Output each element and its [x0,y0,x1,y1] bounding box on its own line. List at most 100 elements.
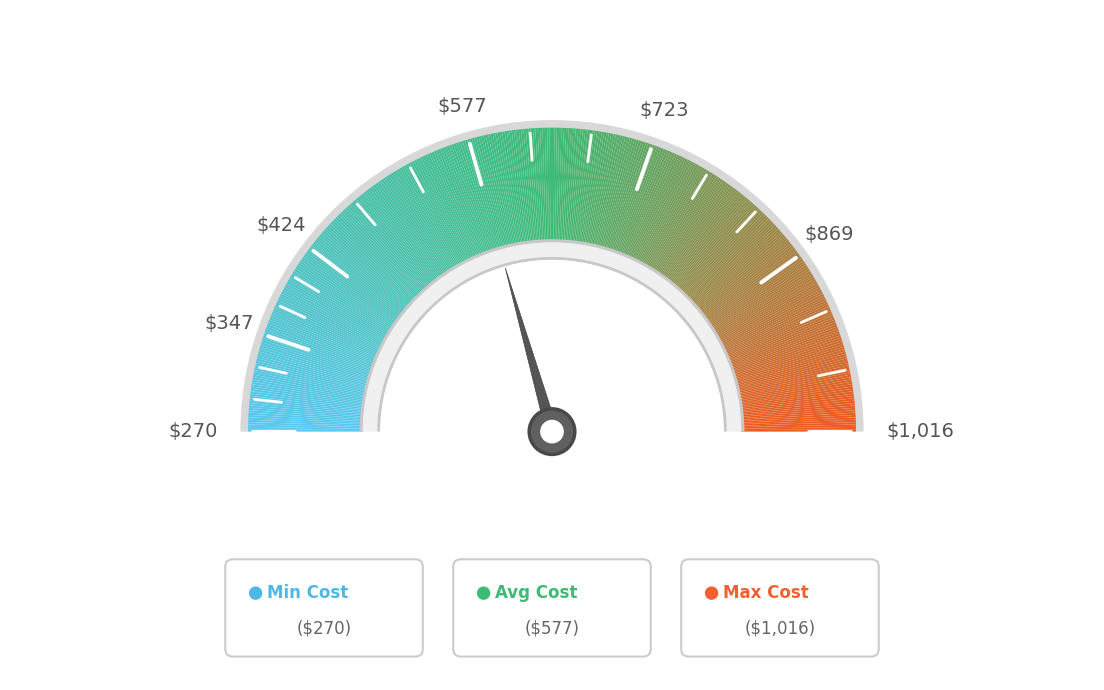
Wedge shape [724,306,830,355]
Wedge shape [330,221,415,303]
Wedge shape [410,162,465,265]
Wedge shape [333,219,417,300]
Wedge shape [652,175,716,273]
Wedge shape [728,322,837,365]
Wedge shape [655,176,719,274]
Wedge shape [644,166,702,268]
Wedge shape [548,128,551,243]
Wedge shape [251,391,365,408]
Wedge shape [709,263,806,328]
Wedge shape [277,300,382,351]
Wedge shape [378,181,445,277]
Wedge shape [716,283,818,341]
Wedge shape [495,132,518,246]
Wedge shape [488,134,513,248]
Wedge shape [266,326,375,368]
Wedge shape [583,132,604,246]
Wedge shape [596,136,625,248]
Wedge shape [582,131,602,246]
Wedge shape [323,229,412,307]
Wedge shape [336,217,418,299]
Wedge shape [697,236,786,311]
Circle shape [477,586,490,600]
Wedge shape [736,368,850,393]
Wedge shape [365,190,437,283]
Text: $1,016: $1,016 [887,422,954,441]
Wedge shape [429,152,477,259]
Wedge shape [598,137,630,250]
Wedge shape [679,207,758,293]
Wedge shape [509,130,527,245]
Wedge shape [248,417,363,424]
Wedge shape [710,265,807,329]
Wedge shape [284,287,386,344]
Wedge shape [362,193,435,284]
Wedge shape [416,159,469,263]
Circle shape [529,409,575,455]
Wedge shape [456,143,493,253]
Wedge shape [454,144,492,253]
Wedge shape [327,226,414,305]
Wedge shape [729,324,837,366]
Wedge shape [562,128,571,244]
Wedge shape [586,132,609,246]
Wedge shape [523,129,535,244]
Wedge shape [250,398,364,413]
Wedge shape [252,382,367,402]
Wedge shape [649,171,711,271]
Wedge shape [739,391,853,408]
Wedge shape [290,275,391,336]
Wedge shape [675,201,751,289]
Wedge shape [741,424,856,428]
Wedge shape [275,304,381,354]
Wedge shape [449,145,489,255]
Wedge shape [584,132,606,246]
Wedge shape [740,401,854,414]
Wedge shape [438,149,482,257]
Wedge shape [388,175,452,273]
Wedge shape [641,164,699,266]
Wedge shape [445,146,487,255]
Wedge shape [740,413,856,422]
Wedge shape [611,143,648,253]
Wedge shape [692,229,781,307]
Wedge shape [661,184,731,279]
Wedge shape [528,128,539,244]
Wedge shape [573,130,587,244]
Wedge shape [251,386,365,405]
Wedge shape [613,144,652,254]
Wedge shape [715,281,817,339]
Wedge shape [741,422,856,427]
Wedge shape [414,159,468,264]
Wedge shape [545,128,549,243]
Text: $424: $424 [256,217,306,235]
Wedge shape [283,289,385,345]
Wedge shape [699,241,790,315]
Wedge shape [703,251,798,321]
Wedge shape [686,217,768,299]
Wedge shape [707,259,804,326]
Wedge shape [552,128,554,243]
Wedge shape [730,331,839,371]
Wedge shape [280,294,384,347]
Wedge shape [252,384,365,404]
Wedge shape [682,212,764,296]
Wedge shape [711,269,810,332]
Wedge shape [560,128,566,244]
Wedge shape [251,388,365,406]
Wedge shape [569,129,581,244]
Wedge shape [702,247,795,319]
Wedge shape [258,351,370,384]
Wedge shape [507,130,526,245]
Wedge shape [721,296,825,348]
Wedge shape [591,134,616,248]
Wedge shape [719,289,821,345]
Wedge shape [698,239,789,314]
Wedge shape [577,130,595,245]
Wedge shape [718,285,819,342]
Wedge shape [250,396,364,411]
FancyBboxPatch shape [225,560,423,657]
Wedge shape [383,177,448,275]
Wedge shape [299,261,396,327]
Wedge shape [628,154,677,260]
